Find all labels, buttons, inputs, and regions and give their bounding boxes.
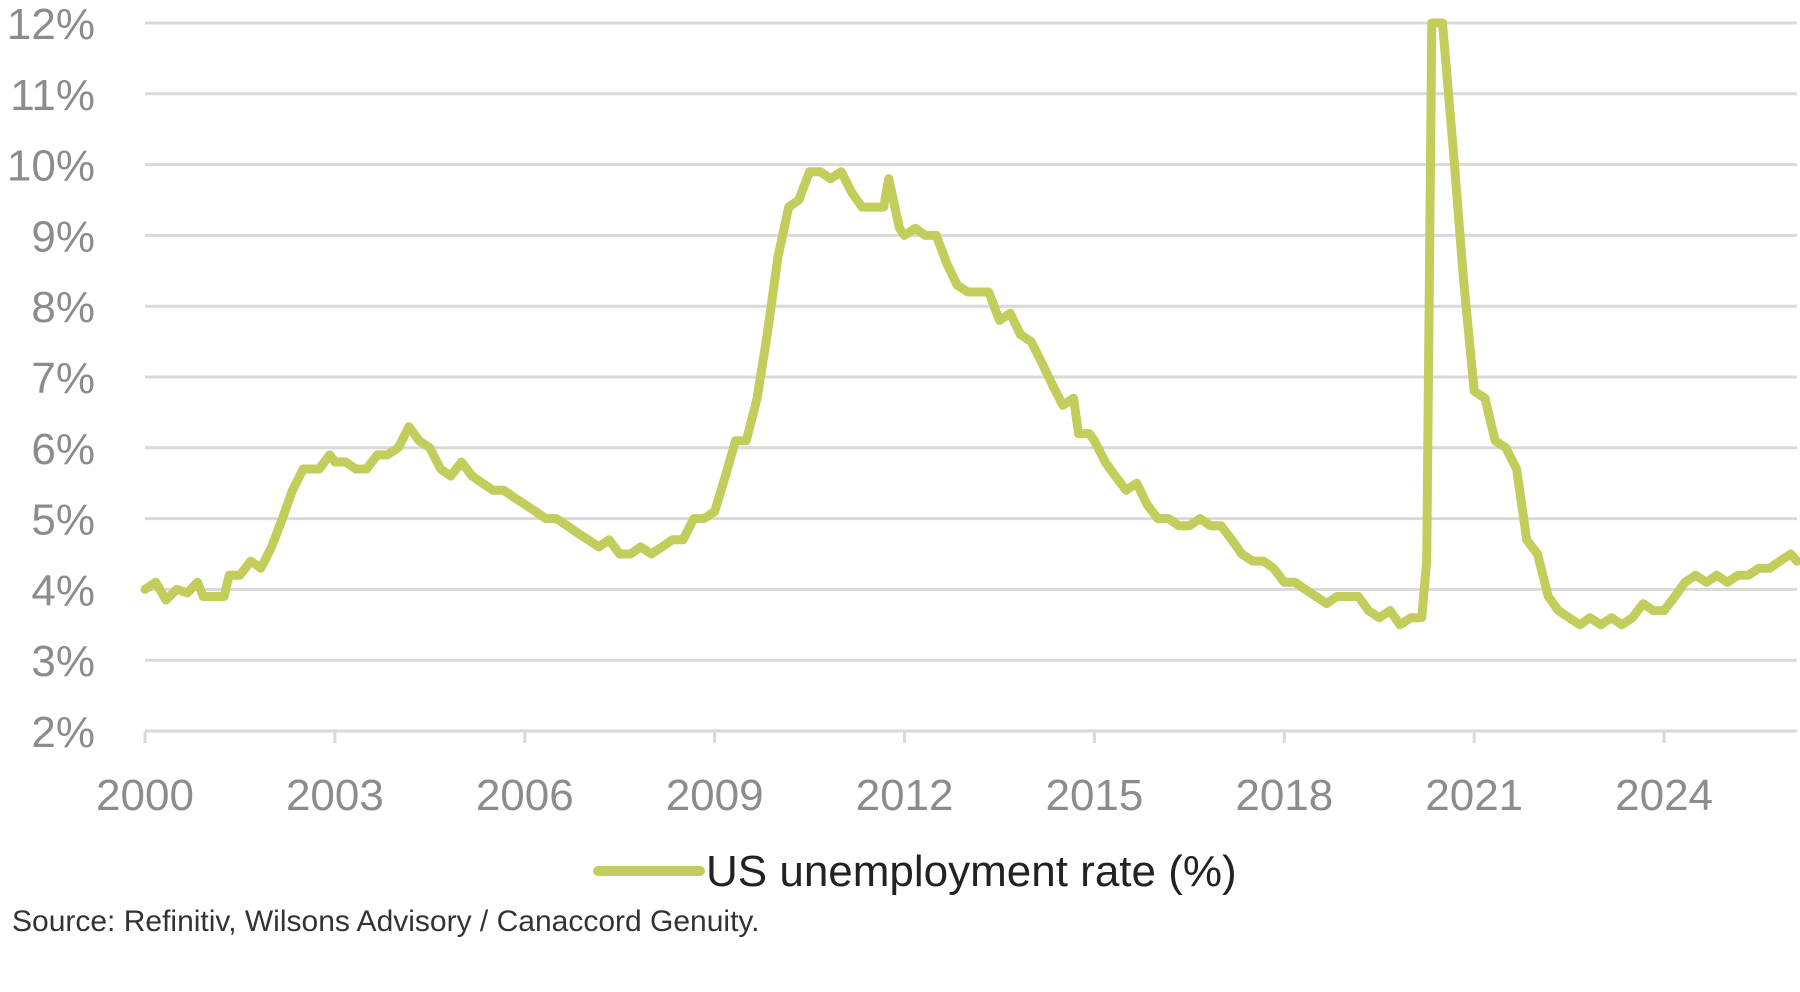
- x-tick-label-2003: 2003: [286, 771, 384, 820]
- y-tick-label-11: 11%: [10, 71, 95, 120]
- x-tick-label-2018: 2018: [1235, 771, 1333, 820]
- x-tick-label-2000: 2000: [96, 771, 194, 820]
- x-tick-label-2024: 2024: [1615, 771, 1713, 820]
- x-tick-label-2009: 2009: [666, 771, 764, 820]
- x-tick-label-2015: 2015: [1045, 771, 1143, 820]
- y-tick-label-12: 12%: [7, 0, 95, 49]
- source-note: Source: Refinitiv, Wilsons Advisory / Ca…: [12, 905, 760, 938]
- y-tick-label-4: 4%: [31, 566, 95, 615]
- x-tick-label-2021: 2021: [1425, 771, 1523, 820]
- y-tick-label-9: 9%: [31, 212, 95, 261]
- gridlines: [145, 21, 1797, 733]
- series-line-0: [140, 18, 1800, 630]
- x-tick-label-2012: 2012: [856, 771, 954, 820]
- legend-label: US unemployment rate (%): [706, 847, 1237, 896]
- y-tick-label-2: 2%: [31, 708, 95, 757]
- x-tick-label-2006: 2006: [476, 771, 574, 820]
- series-layer: [140, 18, 1800, 630]
- y-tick-label-3: 3%: [31, 637, 95, 686]
- y-tick-label-7: 7%: [31, 354, 95, 403]
- y-tick-label-8: 8%: [31, 283, 95, 332]
- x-axis: [143, 729, 1797, 743]
- y-tick-label-6: 6%: [31, 425, 95, 474]
- x-axis-ticks: 2000 2003 2006 2009 2012 2015 2018 2021 2024: [96, 771, 1713, 820]
- y-tick-label-5: 5%: [31, 496, 95, 545]
- y-tick-label-10: 10%: [7, 142, 95, 191]
- y-axis-ticks: 2% 3% 4% 5% 6% 7% 8% 9% 10% 11% 12%: [7, 0, 95, 757]
- legend: US unemployment rate (%): [593, 847, 1237, 896]
